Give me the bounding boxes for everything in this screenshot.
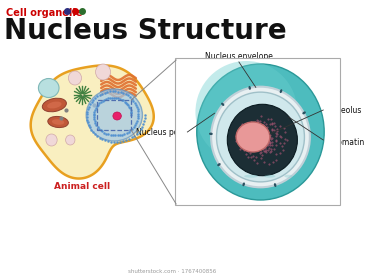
Ellipse shape xyxy=(264,175,276,178)
Bar xyxy=(175,58,340,205)
Ellipse shape xyxy=(280,89,282,93)
Ellipse shape xyxy=(302,111,306,114)
Ellipse shape xyxy=(197,64,324,200)
Ellipse shape xyxy=(66,135,75,145)
Text: Nucleus Structure: Nucleus Structure xyxy=(4,17,286,45)
Ellipse shape xyxy=(227,104,297,176)
Ellipse shape xyxy=(211,87,310,187)
Ellipse shape xyxy=(217,163,221,166)
Polygon shape xyxy=(31,66,154,179)
Ellipse shape xyxy=(216,92,304,182)
Ellipse shape xyxy=(195,61,297,163)
Ellipse shape xyxy=(86,89,142,141)
Ellipse shape xyxy=(42,98,66,112)
Ellipse shape xyxy=(274,183,276,187)
Text: Nucleus pore: Nucleus pore xyxy=(136,127,187,137)
Ellipse shape xyxy=(46,134,57,146)
Text: Chromatin: Chromatin xyxy=(324,137,364,146)
Bar xyxy=(98,100,131,130)
Ellipse shape xyxy=(52,119,64,125)
Text: Cell organelle: Cell organelle xyxy=(6,8,82,18)
Text: Nucleus: Nucleus xyxy=(210,190,254,200)
Text: Nucleus envelope: Nucleus envelope xyxy=(205,52,273,61)
Ellipse shape xyxy=(244,175,258,178)
Text: Animal cell: Animal cell xyxy=(54,182,110,191)
Ellipse shape xyxy=(209,132,213,135)
Ellipse shape xyxy=(248,86,251,90)
Ellipse shape xyxy=(68,71,82,85)
Text: shutterstock.com · 1767400856: shutterstock.com · 1767400856 xyxy=(128,269,216,274)
Ellipse shape xyxy=(221,103,224,106)
Ellipse shape xyxy=(236,122,270,152)
Ellipse shape xyxy=(96,64,110,80)
Text: Nucleolus: Nucleolus xyxy=(324,106,362,115)
Ellipse shape xyxy=(243,183,245,186)
Ellipse shape xyxy=(38,78,59,97)
Ellipse shape xyxy=(48,116,68,128)
Ellipse shape xyxy=(113,112,121,120)
Ellipse shape xyxy=(284,175,293,178)
Ellipse shape xyxy=(47,102,61,108)
